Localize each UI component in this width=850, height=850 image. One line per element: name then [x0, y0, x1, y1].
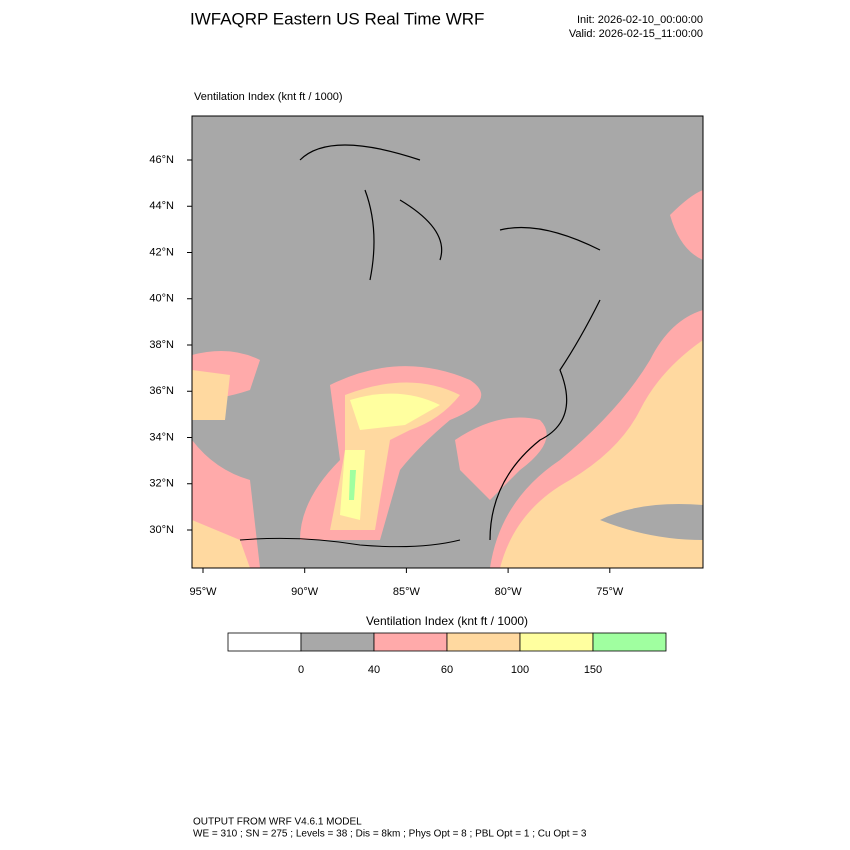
lat-label: 44°N: [149, 200, 174, 212]
colorbar-label: 60: [441, 664, 453, 676]
colorbar-box: [300, 632, 375, 652]
colorbar-box: [446, 632, 521, 652]
colorbar-box: [519, 632, 594, 652]
map: [191, 115, 704, 569]
footer-line: WE = 310 ; SN = 275 ; Levels = 38 ; Dis …: [193, 829, 587, 840]
lat-label: 34°N: [149, 431, 174, 443]
valid-time: Valid: 2026-02-15_11:00:00: [569, 28, 703, 40]
lat-label: 36°N: [149, 385, 174, 397]
lon-label: 85°W: [393, 586, 421, 598]
lat-label: 40°N: [149, 293, 174, 305]
lat-label: 32°N: [149, 478, 174, 490]
colorbar-label: 40: [368, 664, 380, 676]
colorbar: 0 40 60 100 150: [227, 632, 667, 676]
lat-labels: 46°N 44°N 42°N 40°N 38°N 36°N 34°N 32°N 30°N: [149, 154, 192, 536]
colorbar-label: 0: [298, 664, 304, 676]
colorbar-label: 150: [584, 664, 602, 676]
lat-label: 38°N: [149, 339, 174, 351]
lat-label: 46°N: [149, 154, 174, 166]
footer-line: OUTPUT FROM WRF V4.6.1 MODEL: [193, 817, 362, 828]
lon-label: 80°W: [495, 586, 523, 598]
colorbar-label: 100: [511, 664, 529, 676]
init-time: Init: 2026-02-10_00:00:00: [577, 14, 703, 26]
colorbar-box: [592, 632, 667, 652]
lon-label: 95°W: [189, 586, 217, 598]
colorbar-box: [227, 632, 302, 652]
lon-labels: 95°W 90°W 85°W 80°W 75°W: [189, 568, 624, 598]
lat-label: 30°N: [149, 524, 174, 536]
colorbar-box: [373, 632, 448, 652]
map-label: Ventilation Index (knt ft / 1000): [194, 91, 343, 103]
legend-title: Ventilation Index (knt ft / 1000): [366, 614, 528, 628]
lon-label: 90°W: [291, 586, 319, 598]
lat-label: 42°N: [149, 246, 174, 258]
lon-label: 75°W: [596, 586, 624, 598]
title: IWFAQRP Eastern US Real Time WRF: [190, 9, 484, 28]
